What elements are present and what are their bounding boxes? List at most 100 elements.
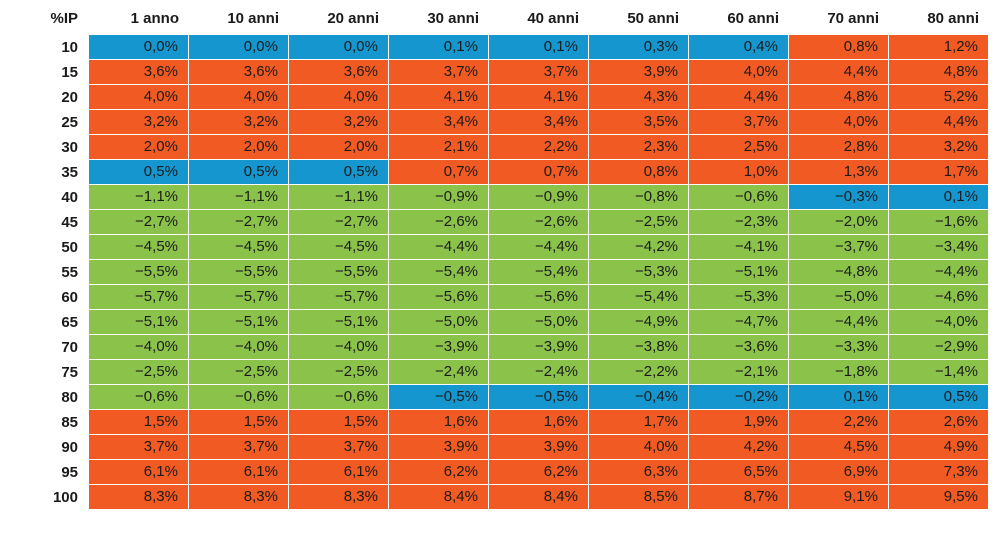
heatmap-cell: −2,5% [89, 360, 189, 385]
heatmap-cell: −1,4% [889, 360, 989, 385]
heatmap-cell: −4,7% [689, 310, 789, 335]
heatmap-cell: −4,6% [889, 285, 989, 310]
row-label: 55 [61, 264, 78, 281]
heatmap-cell: 8,4% [489, 485, 589, 510]
heatmap-cell: −3,9% [389, 335, 489, 360]
heatmap-cell: 6,5% [689, 460, 789, 485]
heatmap-cell: 0,5% [189, 160, 289, 185]
heatmap-cell: −1,1% [89, 185, 189, 210]
heatmap-cell: −4,4% [889, 260, 989, 285]
heatmap-cell: 8,3% [189, 485, 289, 510]
heatmap-cell: −5,7% [89, 285, 189, 310]
heatmap-cell: −2,7% [189, 210, 289, 235]
heatmap-cell: −5,5% [289, 260, 389, 285]
column-header: 20 anni [327, 10, 379, 27]
heatmap-cell: −5,1% [689, 260, 789, 285]
row-label: 20 [61, 89, 78, 106]
heatmap-cell: 2,8% [789, 135, 889, 160]
row-label: 85 [61, 414, 78, 431]
heatmap-cell: 1,7% [589, 410, 689, 435]
heatmap-cell: −5,5% [89, 260, 189, 285]
heatmap-cell: 2,0% [289, 135, 389, 160]
column-header: 1 anno [130, 10, 179, 27]
heatmap-cell: 3,5% [589, 110, 689, 135]
heatmap-cell: 4,0% [689, 60, 789, 85]
heatmap-cell: 0,8% [589, 160, 689, 185]
heatmap-cell: 4,0% [189, 85, 289, 110]
heatmap-cell: 9,5% [889, 485, 989, 510]
heatmap-cell: 2,2% [789, 410, 889, 435]
heatmap-cell: −0,6% [89, 385, 189, 410]
heatmap-cell: −2,6% [389, 210, 489, 235]
heatmap-cell: 3,6% [289, 60, 389, 85]
heatmap-cell: 0,1% [789, 385, 889, 410]
heatmap-cell: −2,7% [289, 210, 389, 235]
heatmap-cell: 6,1% [289, 460, 389, 485]
heatmap-cell: 2,0% [189, 135, 289, 160]
row-label: 45 [61, 214, 78, 231]
heatmap-cell: −5,0% [389, 310, 489, 335]
heatmap-cell: 6,2% [389, 460, 489, 485]
heatmap-cell: 0,0% [189, 35, 289, 60]
column-header: 30 anni [427, 10, 479, 27]
heatmap-cell: 3,2% [189, 110, 289, 135]
heatmap-cell: 4,5% [789, 435, 889, 460]
heatmap-cell: 4,1% [489, 85, 589, 110]
heatmap-cell: −4,0% [189, 335, 289, 360]
heatmap-cell: −5,4% [389, 260, 489, 285]
row-label: 30 [61, 139, 78, 156]
heatmap-cell: 4,0% [89, 85, 189, 110]
heatmap-cell: 6,2% [489, 460, 589, 485]
heatmap-cell: 1,6% [389, 410, 489, 435]
heatmap-cell: −2,4% [489, 360, 589, 385]
heatmap-cell: −2,1% [689, 360, 789, 385]
heatmap-cell: 6,9% [789, 460, 889, 485]
heatmap-cell: 2,2% [489, 135, 589, 160]
heatmap-cell: 4,8% [789, 85, 889, 110]
heatmap-cell: −4,5% [189, 235, 289, 260]
row-label: 65 [61, 314, 78, 331]
heatmap-cell: 3,2% [889, 135, 989, 160]
heatmap-cell: 3,7% [689, 110, 789, 135]
heatmap-cell: 1,5% [189, 410, 289, 435]
heatmap-cell: −4,1% [689, 235, 789, 260]
heatmap-cell: 0,5% [889, 385, 989, 410]
heatmap-cell: 3,6% [189, 60, 289, 85]
heatmap-cell: 3,2% [89, 110, 189, 135]
row-label: 75 [61, 364, 78, 381]
heatmap-cell: 9,1% [789, 485, 889, 510]
heatmap-cell: 1,5% [289, 410, 389, 435]
heatmap-cell: −4,5% [289, 235, 389, 260]
row-label: 80 [61, 389, 78, 406]
heatmap-cell: −3,6% [689, 335, 789, 360]
heatmap-cell: 4,0% [289, 85, 389, 110]
heatmap-cell: 4,0% [789, 110, 889, 135]
heatmap-cell: 3,7% [389, 60, 489, 85]
heatmap-cell: 4,3% [589, 85, 689, 110]
heatmap-cell: −4,9% [589, 310, 689, 335]
heatmap-cell: −4,0% [89, 335, 189, 360]
heatmap-cell: −2,5% [589, 210, 689, 235]
heatmap-cell: −2,5% [189, 360, 289, 385]
heatmap-cell: −5,3% [589, 260, 689, 285]
heatmap-cell: −0,9% [389, 185, 489, 210]
heatmap-cell: 1,2% [889, 35, 989, 60]
heatmap-cell: −0,3% [789, 185, 889, 210]
heatmap-cell: 0,0% [289, 35, 389, 60]
heatmap-cell: −5,1% [189, 310, 289, 335]
heatmap-cell: −0,5% [489, 385, 589, 410]
heatmap-cell: −3,7% [789, 235, 889, 260]
heatmap-cell: 0,7% [489, 160, 589, 185]
heatmap-cell: −5,3% [689, 285, 789, 310]
heatmap-cell: −5,1% [89, 310, 189, 335]
column-header: 70 anni [827, 10, 879, 27]
heatmap-cell: −0,8% [589, 185, 689, 210]
heatmap-cell: −5,0% [789, 285, 889, 310]
heatmap-cell: 3,7% [289, 435, 389, 460]
heatmap-cell: −0,9% [489, 185, 589, 210]
heatmap-cell: −0,2% [689, 385, 789, 410]
row-label: 10 [61, 39, 78, 56]
heatmap-cell: −2,7% [89, 210, 189, 235]
heatmap-cell: −2,9% [889, 335, 989, 360]
